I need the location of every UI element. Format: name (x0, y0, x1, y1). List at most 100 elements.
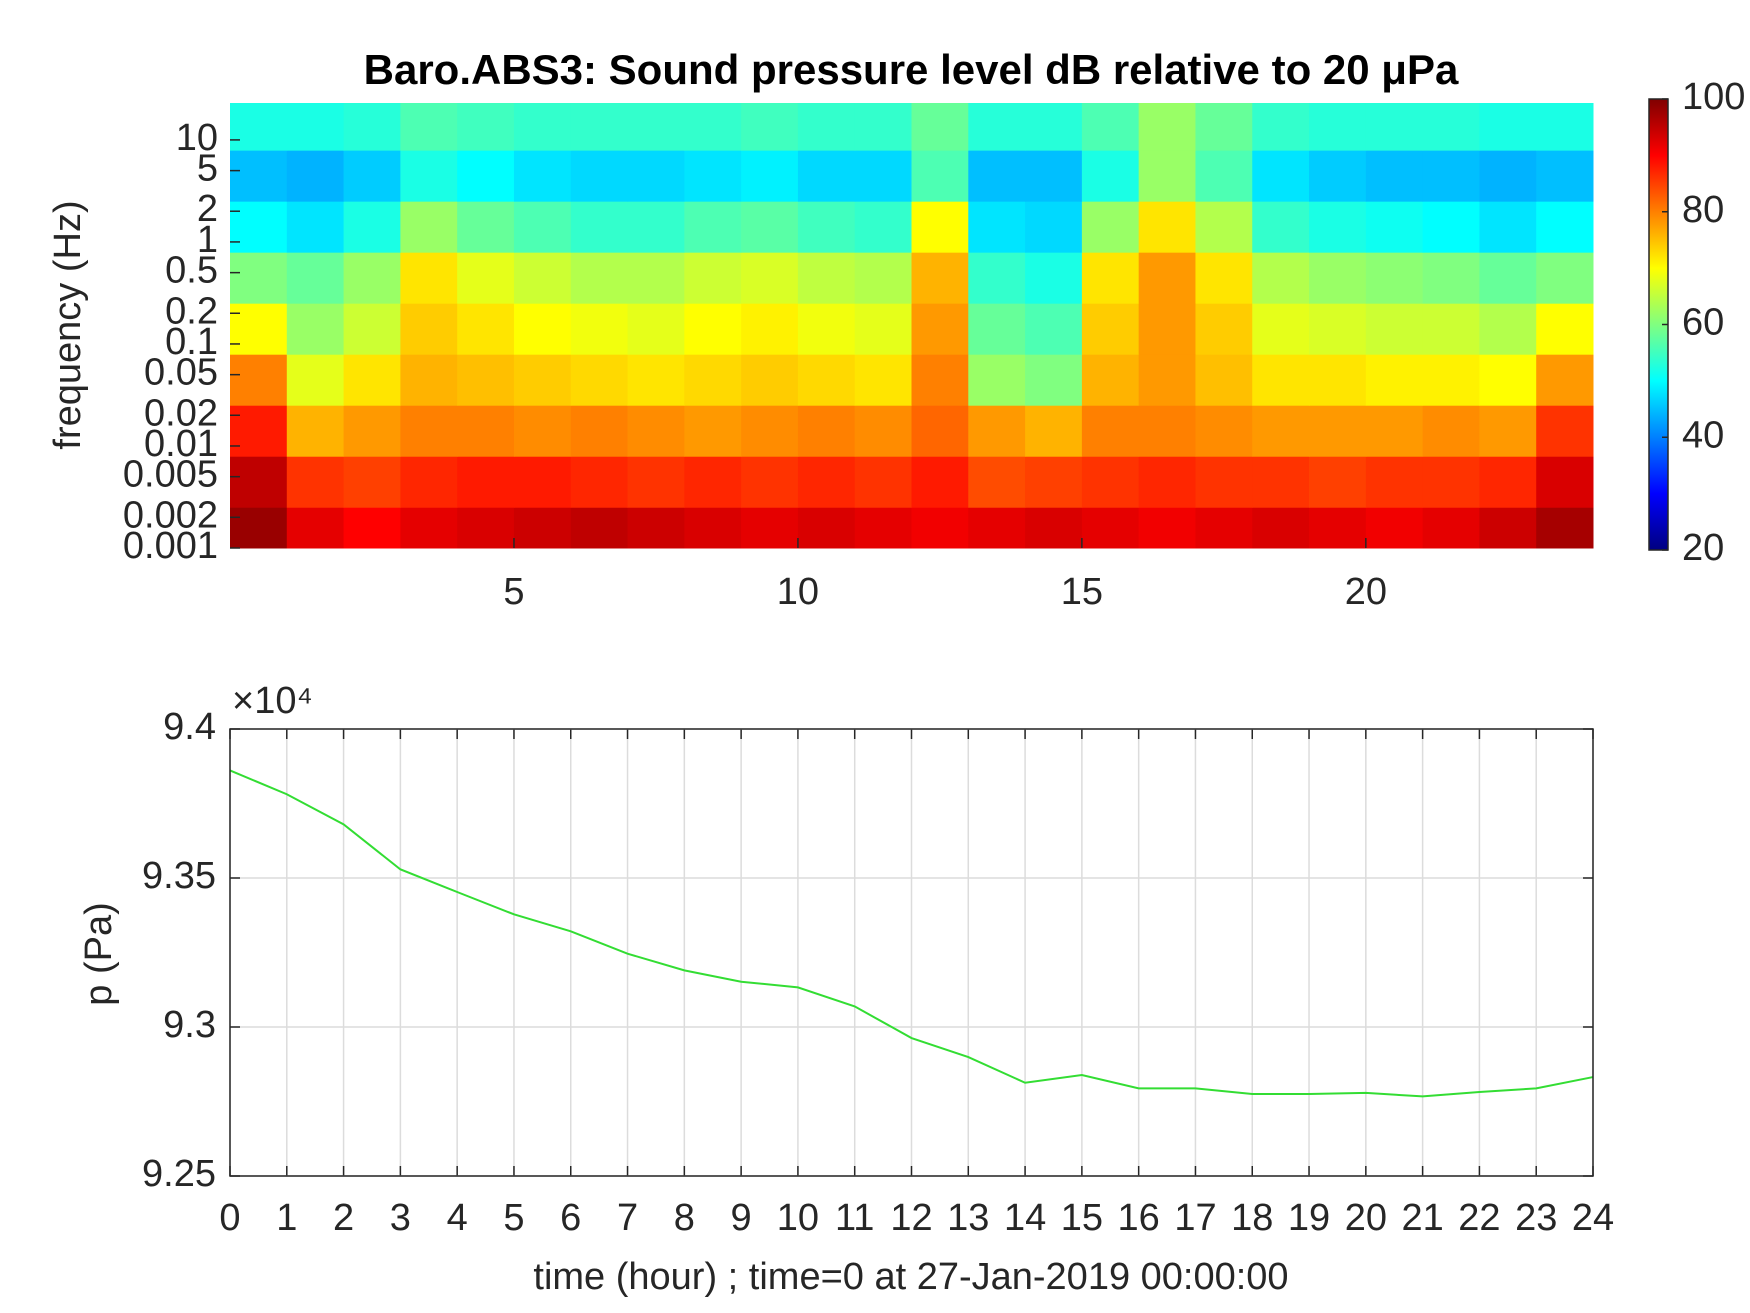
heat-cell (457, 201, 515, 253)
x-tick-label: 1 (276, 1197, 297, 1239)
heat-cell (286, 103, 345, 151)
colorbar-tick-label: 20 (1682, 527, 1724, 569)
heat-cell (741, 456, 799, 508)
heat-cell (1195, 252, 1253, 304)
heat-cell (1195, 303, 1253, 355)
heat-cell (1138, 405, 1196, 457)
heat-cell (1138, 507, 1196, 549)
heat-cell (1536, 252, 1594, 304)
heat-cell (1138, 150, 1196, 202)
heat-cell (627, 405, 685, 457)
heat-cell (911, 150, 969, 202)
x-tick-label: 5 (503, 1197, 524, 1239)
x-tick-label: 20 (1345, 1197, 1387, 1239)
heat-cell (570, 456, 629, 508)
heat-cell (968, 252, 1026, 304)
x-tick-label: 20 (1345, 571, 1387, 613)
heat-cell (684, 456, 742, 508)
chart-title: Baro.ABS3: Sound pressure level dB relat… (364, 46, 1459, 93)
heat-cell (1479, 103, 1537, 151)
heat-cell (230, 354, 288, 406)
heat-cell (968, 303, 1026, 355)
heat-cell (1025, 103, 1083, 151)
heat-cell (797, 303, 856, 355)
heat-cell (1309, 252, 1367, 304)
heat-cell (1365, 507, 1424, 549)
heat-cell (684, 303, 742, 355)
heat-cell (1081, 354, 1140, 406)
colorbar-tick-label: 40 (1682, 414, 1724, 456)
heat-cell (1422, 456, 1480, 508)
heat-cell (1195, 405, 1253, 457)
y-multiplier: ×10⁴ (232, 680, 313, 722)
y-tick-label: 0.005 (123, 454, 218, 496)
heat-cell (1479, 150, 1537, 202)
heat-cell (854, 252, 912, 304)
heat-cell (627, 456, 685, 508)
heat-cell (457, 456, 515, 508)
heat-cell (513, 354, 572, 406)
heat-cell (570, 303, 629, 355)
heat-cell (1365, 456, 1424, 508)
heat-cell (1536, 405, 1594, 457)
heat-cell (230, 252, 288, 304)
heat-cell (968, 405, 1026, 457)
heat-cell (343, 303, 401, 355)
x-tick-label: 15 (1061, 1197, 1103, 1239)
heat-cell (1365, 303, 1424, 355)
data-line (229, 769, 1594, 1098)
heat-cell (911, 103, 969, 151)
heat-cell (797, 354, 856, 406)
heat-cell (343, 405, 401, 457)
heat-cell (1195, 354, 1253, 406)
heat-cell (1025, 303, 1083, 355)
heat-cell (513, 456, 572, 508)
heat-cell (570, 507, 629, 549)
heat-cell (1025, 354, 1083, 406)
heat-cell (230, 150, 288, 202)
heat-cell (1365, 354, 1424, 406)
heat-cell (1365, 252, 1424, 304)
heat-cell (684, 150, 742, 202)
heat-cell (513, 252, 572, 304)
heat-cell (1309, 103, 1367, 151)
colorbar-tick-label: 60 (1682, 302, 1724, 344)
x-tick-label: 0 (219, 1197, 240, 1239)
heat-cell (1479, 405, 1537, 457)
heat-cell (1252, 201, 1310, 253)
heat-cell (1365, 103, 1424, 151)
heat-cell (1025, 507, 1083, 549)
heat-cell (797, 456, 856, 508)
heat-cell (627, 303, 685, 355)
x-tick-label: 2 (333, 1197, 354, 1239)
heat-cell (854, 103, 912, 151)
heat-cell (286, 507, 345, 549)
heat-cell (968, 507, 1026, 549)
axes-box (229, 728, 1594, 1177)
heat-cell (343, 252, 401, 304)
heat-cell (1138, 103, 1196, 151)
heat-cell (400, 252, 458, 304)
heat-cell (1081, 405, 1140, 457)
heat-cell (1536, 103, 1594, 151)
heat-cell (400, 150, 458, 202)
x-tick-label: 8 (674, 1197, 695, 1239)
heat-cell (911, 354, 969, 406)
heat-cell (230, 103, 288, 151)
heat-cell (286, 150, 345, 202)
heat-cell (1309, 150, 1367, 202)
heat-cell (1309, 303, 1367, 355)
heat-cell (1252, 354, 1310, 406)
y-tick-label: 1 (197, 219, 218, 261)
heat-cell (513, 201, 572, 253)
heat-cell (627, 507, 685, 549)
heat-cell (911, 303, 969, 355)
heat-cell (570, 405, 629, 457)
x-tick-label: 18 (1231, 1197, 1273, 1239)
heat-cell (854, 507, 912, 549)
y-tick-label: 0.5 (165, 250, 218, 292)
heat-cell (570, 201, 629, 253)
heat-cell (513, 507, 572, 549)
x-axis-label: time (hour) ; time=0 at 27-Jan-2019 00:0… (533, 1256, 1288, 1298)
x-tick-label: 17 (1174, 1197, 1216, 1239)
